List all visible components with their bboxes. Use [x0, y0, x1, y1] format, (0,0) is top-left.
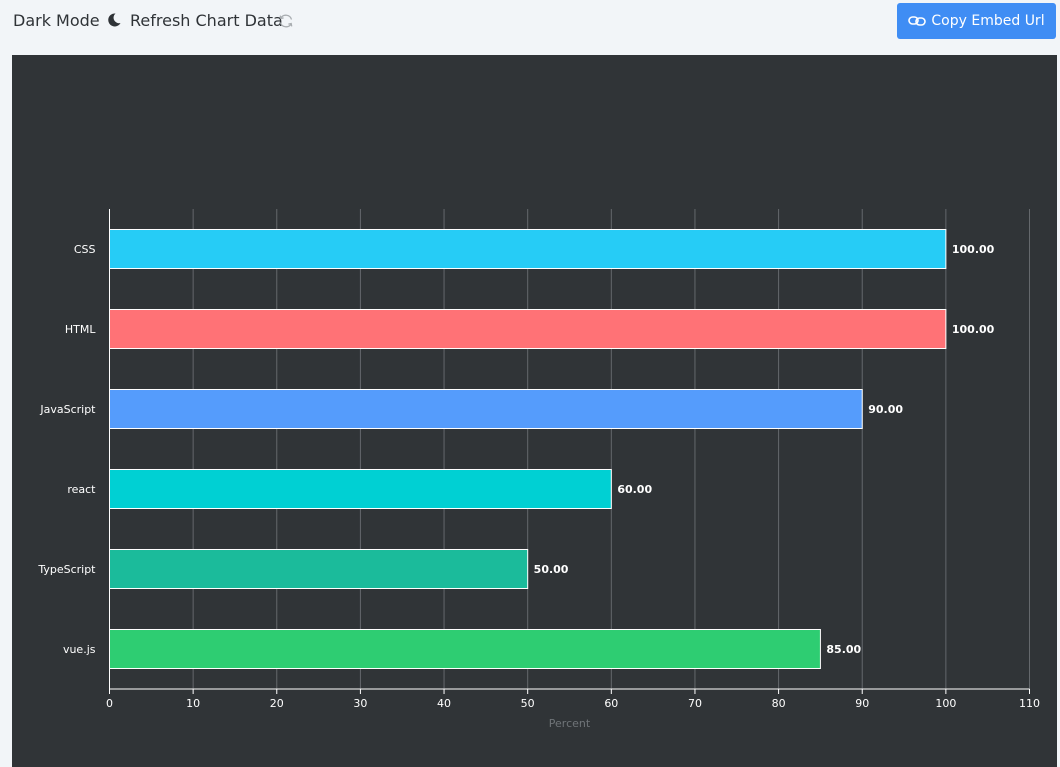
bar-html[interactable] [109, 309, 947, 349]
copy-embed-url-label: Copy Embed Url [931, 13, 1045, 29]
x-tick-label: 40 [437, 697, 451, 710]
category-label: react [67, 483, 96, 496]
bar-vue-js[interactable] [109, 629, 821, 669]
x-tick-label: 110 [1019, 697, 1040, 710]
bar-css[interactable] [109, 229, 947, 269]
value-label: 60.00 [617, 483, 652, 496]
bar-typescript[interactable] [109, 549, 529, 589]
x-tick-label: 100 [935, 697, 956, 710]
refresh-chart-data-label[interactable]: Refresh Chart Data [130, 11, 283, 30]
category-label: vue.js [63, 643, 96, 656]
x-tick-label: 60 [604, 697, 618, 710]
toolbar: Dark Mode Refresh Chart Data Copy Embed … [0, 0, 1060, 44]
link-icon [908, 16, 927, 26]
category-label: HTML [65, 323, 96, 336]
bar-javascript[interactable] [109, 389, 863, 429]
x-tick-label: 70 [688, 697, 702, 710]
value-label: 50.00 [534, 563, 569, 576]
x-tick-label: 0 [106, 697, 113, 710]
category-label: JavaScript [39, 403, 96, 416]
x-axis-title: Percent [549, 717, 591, 730]
value-label: 100.00 [952, 323, 995, 336]
x-tick-label: 80 [772, 697, 786, 710]
bar-react[interactable] [109, 469, 612, 509]
value-label: 90.00 [868, 403, 903, 416]
value-label: 85.00 [826, 643, 861, 656]
category-label: TypeScript [37, 563, 96, 576]
dark-mode-toggle-label[interactable]: Dark Mode [13, 11, 100, 30]
refresh-icon[interactable] [278, 13, 294, 29]
value-label: 100.00 [952, 243, 995, 256]
x-tick-label: 30 [353, 697, 367, 710]
x-tick-label: 10 [186, 697, 200, 710]
copy-embed-url-button[interactable]: Copy Embed Url [897, 3, 1056, 39]
moon-icon[interactable] [106, 12, 122, 28]
x-tick-label: 50 [521, 697, 535, 710]
chart-panel: 0 10 20 30 40 50 60 70 80 90 100 110 CSS 100.00 HTML 10… [12, 55, 1057, 767]
bar-chart: 0 10 20 30 40 50 60 70 80 90 100 110 CSS 100.00 HTML 10… [37, 209, 1040, 730]
category-label: CSS [74, 243, 96, 256]
x-tick-label: 20 [270, 697, 284, 710]
x-tick-label: 90 [855, 697, 869, 710]
